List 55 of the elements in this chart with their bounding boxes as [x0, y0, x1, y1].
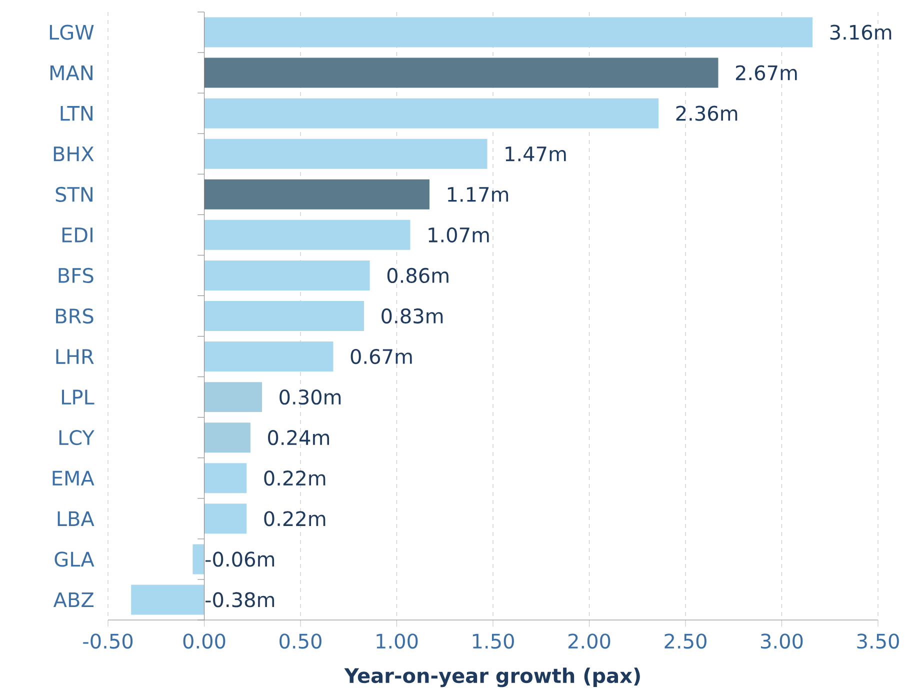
- data-label: 0.83m: [382, 308, 443, 324]
- x-tick-label: 0.50: [280, 634, 322, 649]
- data-label: 1.47m: [506, 146, 566, 162]
- x-tick-label: 0.00: [183, 634, 226, 649]
- data-label: 0.24m: [268, 430, 330, 446]
- y-tick-label: LHR: [56, 349, 94, 364]
- y-tick-label: LCY: [59, 430, 94, 446]
- bar: [204, 300, 364, 331]
- bar: [204, 342, 334, 372]
- data-label: -0.06m: [206, 552, 274, 567]
- y-tick-label: BFS: [58, 268, 94, 284]
- y-tick-label: BRS: [56, 308, 94, 324]
- data-label: -0.38m: [206, 592, 274, 608]
- x-tick-label: 3.00: [761, 634, 803, 649]
- data-label: 0.86m: [387, 268, 448, 284]
- data-label: 0.30m: [280, 389, 341, 405]
- y-tick-label: EDI: [62, 228, 92, 242]
- y-tick-label: STN: [56, 186, 92, 202]
- x-tick-label: -0.50: [83, 634, 133, 649]
- x-tick-label: 1.50: [472, 634, 514, 649]
- bar: [192, 544, 204, 574]
- y-tick-label: LGW: [50, 24, 94, 40]
- data-label: 0.22m: [264, 511, 326, 526]
- data-label: 1.07m: [428, 227, 489, 242]
- x-tick-label: 1.00: [376, 634, 418, 649]
- bar: [204, 422, 250, 453]
- bar: [204, 138, 488, 169]
- data-label: 2.36m: [676, 106, 738, 121]
- data-label: 3.16m: [830, 24, 892, 40]
- y-tick-label: LBA: [58, 511, 94, 526]
- bar: [204, 220, 410, 250]
- x-tick-label: 2.00: [568, 634, 610, 649]
- y-tick-label: ABZ: [53, 592, 94, 608]
- bar: [204, 504, 247, 534]
- x-tick-label: 3.50: [857, 634, 899, 649]
- bar: [204, 260, 370, 290]
- data-label: 1.17m: [448, 187, 508, 202]
- bar: [204, 98, 659, 128]
- bar: [204, 382, 262, 412]
- y-tick-label: MAN: [50, 66, 92, 80]
- bar: [204, 58, 718, 88]
- x-axis-title: Year-on-year growth (pax): [344, 668, 640, 688]
- y-tick-label: GLA: [54, 552, 94, 567]
- bar: [204, 179, 430, 210]
- y-tick-label: LTN: [60, 106, 92, 121]
- y-tick-label: EMA: [52, 470, 94, 486]
- bar: [204, 17, 813, 48]
- bar: [131, 584, 204, 615]
- data-label: 0.22m: [264, 470, 326, 486]
- data-label: 2.67m: [736, 65, 797, 80]
- data-label: 0.67m: [350, 348, 412, 364]
- y-tick-label: LPL: [62, 390, 94, 404]
- bar: [204, 463, 247, 494]
- y-tick-label: BHX: [54, 146, 94, 162]
- x-tick-label: 2.50: [664, 634, 706, 649]
